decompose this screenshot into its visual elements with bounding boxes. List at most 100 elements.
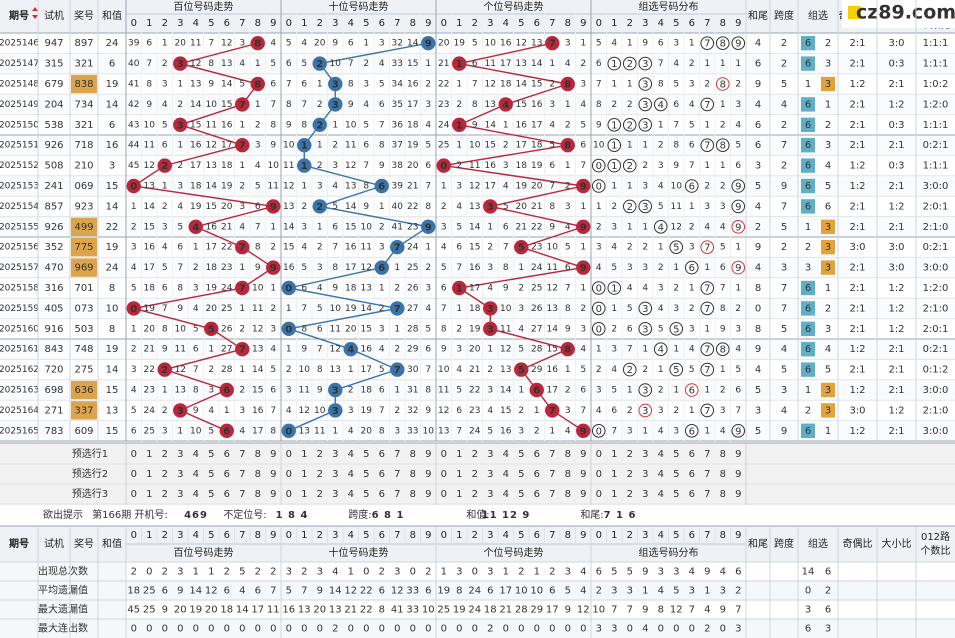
tail: 5 bbox=[755, 181, 761, 192]
group3: 3 bbox=[825, 222, 831, 233]
stats-value: 17 bbox=[499, 586, 512, 597]
omission: 9 bbox=[177, 304, 183, 314]
row-stripe bbox=[0, 298, 955, 319]
omission: 24 bbox=[531, 263, 543, 273]
header-bg bbox=[0, 0, 955, 33]
ball-number: 6 bbox=[378, 263, 385, 274]
footer-digit: 6 bbox=[379, 530, 385, 541]
stats-value: 4 bbox=[580, 586, 586, 597]
omission: 6 bbox=[658, 39, 664, 49]
stats-group: 6 bbox=[825, 605, 831, 616]
omission: 3 bbox=[425, 100, 431, 110]
footer-digit: 7 bbox=[549, 530, 555, 541]
omission: 13 bbox=[438, 426, 449, 436]
span: 2 bbox=[781, 242, 787, 253]
omission: 4 bbox=[518, 324, 524, 334]
stats-value: 19 bbox=[437, 586, 450, 597]
omission: 43 bbox=[128, 120, 139, 130]
omission: 14 bbox=[469, 222, 481, 232]
ball bbox=[173, 117, 188, 132]
footer-header-label: 奇偶比 bbox=[843, 537, 873, 550]
preselect-digit: 3 bbox=[487, 489, 493, 500]
omission: 16 bbox=[516, 120, 528, 130]
omission: 1 bbox=[518, 386, 524, 396]
ball-number: 9 bbox=[270, 263, 277, 274]
stats-value: 0 bbox=[410, 624, 416, 635]
issue: 2025148 bbox=[0, 80, 39, 90]
omission: 3 bbox=[379, 243, 385, 253]
omission: 8 bbox=[472, 100, 478, 110]
group-digit: 0 bbox=[596, 284, 602, 295]
tail: 4 bbox=[755, 365, 761, 376]
footer-header-label: 试机 bbox=[44, 537, 64, 550]
ball bbox=[421, 36, 436, 51]
stats-value: 2 bbox=[425, 567, 431, 578]
draw: 069 bbox=[74, 181, 93, 192]
trial: 947 bbox=[44, 38, 63, 49]
omission: 8 bbox=[441, 324, 447, 334]
omission: 4 bbox=[689, 345, 695, 355]
group-hit bbox=[669, 362, 684, 377]
group3-bg bbox=[821, 382, 835, 398]
omission: 3 bbox=[735, 324, 741, 334]
omission: 9 bbox=[255, 263, 261, 273]
omission: 1 bbox=[596, 345, 602, 355]
omission: 2 bbox=[720, 120, 726, 130]
group-hit bbox=[622, 362, 637, 377]
omission: 11 bbox=[547, 263, 558, 273]
sum: 8 bbox=[109, 324, 115, 335]
group6: 6 bbox=[805, 140, 811, 151]
omission: 5 bbox=[580, 120, 586, 130]
omission: 1 bbox=[394, 263, 400, 273]
omission: 26 bbox=[531, 304, 543, 314]
omission: 1 bbox=[642, 141, 648, 151]
group-hit bbox=[607, 118, 622, 132]
preselect-digit: 2 bbox=[162, 449, 168, 460]
omission: 7 bbox=[580, 161, 586, 171]
ball bbox=[188, 219, 203, 234]
ball bbox=[545, 36, 560, 51]
odd-even: 2:1 bbox=[849, 365, 865, 376]
omission: 8 bbox=[208, 59, 214, 69]
draw: 073 bbox=[74, 303, 93, 314]
ball bbox=[576, 260, 591, 275]
stats-value: 2 bbox=[549, 567, 555, 578]
omission: 19 bbox=[144, 304, 156, 314]
omission: 1 bbox=[658, 120, 664, 130]
preselect-digit: 3 bbox=[642, 469, 648, 480]
group-digit: 7 bbox=[704, 365, 710, 376]
ball bbox=[235, 240, 250, 255]
omission: 2 bbox=[487, 365, 493, 375]
ball-number: 4 bbox=[502, 100, 509, 111]
preselect-digit: 3 bbox=[642, 489, 648, 500]
ball-number: 6 bbox=[533, 386, 540, 397]
omission: 1 bbox=[704, 263, 710, 273]
preselect-bg bbox=[0, 443, 955, 505]
omission: 9 bbox=[441, 345, 447, 355]
omission: 4 bbox=[131, 263, 137, 273]
stats-value: 3 bbox=[317, 567, 323, 578]
ball bbox=[483, 321, 498, 336]
preselect-digit: 3 bbox=[177, 469, 183, 480]
stats-value: 6 bbox=[379, 586, 385, 597]
stats-value: 18 bbox=[127, 586, 140, 597]
preselect-label: 预选行1 bbox=[72, 447, 108, 460]
ball-number: 1 bbox=[456, 284, 463, 295]
group3: 2 bbox=[825, 120, 831, 131]
omission: 3 bbox=[456, 182, 462, 192]
ball-number: 7 bbox=[239, 243, 246, 254]
group-digit: 9 bbox=[735, 202, 741, 213]
road: 1:0:2 bbox=[923, 79, 949, 90]
omission: 1 bbox=[177, 426, 183, 436]
group-hit bbox=[607, 158, 622, 173]
omission: 38 bbox=[392, 161, 404, 171]
group-hit bbox=[622, 158, 637, 173]
omission: 4 bbox=[658, 182, 664, 192]
stats-value: 29 bbox=[530, 605, 543, 616]
omission: 21 bbox=[221, 222, 232, 232]
hint-item-label: 和尾: bbox=[580, 509, 603, 521]
group-digit: 9 bbox=[735, 426, 741, 437]
group-digit: 8 bbox=[720, 345, 726, 356]
stats-value: 2 bbox=[131, 567, 137, 578]
span: 3 bbox=[781, 263, 787, 274]
